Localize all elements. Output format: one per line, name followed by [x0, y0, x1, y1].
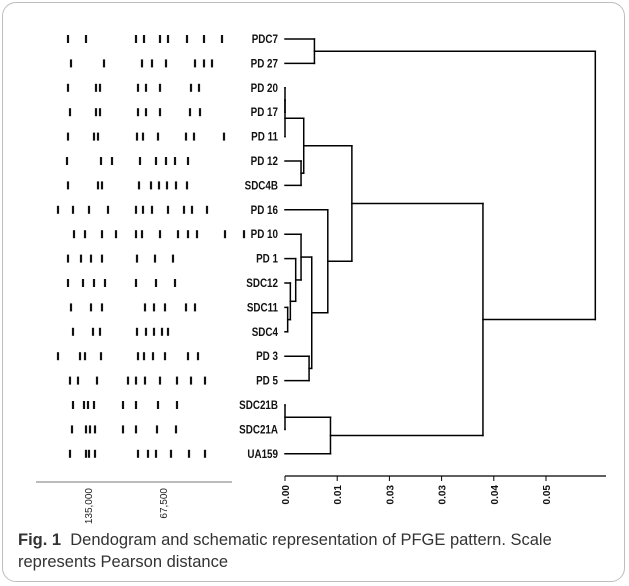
- distance-axis: 0.00 0.01 0.03 0.03 0.04 0.05: [281, 475, 606, 505]
- leaf-label: UA159: [247, 448, 278, 461]
- axis-tick-label: 0.01: [333, 485, 344, 505]
- axis-tick-label: 0.05: [542, 485, 553, 505]
- leaf-label: PD 1: [256, 253, 278, 266]
- dendrogram-tree: [284, 38, 597, 455]
- leaf-label: SDC4: [252, 326, 279, 339]
- caption-text: Dendogram and schematic representation o…: [18, 531, 552, 571]
- leaf-label: PD 16: [251, 204, 278, 217]
- pfge-scale-label: 135,000: [84, 488, 95, 525]
- leaf-label: PDC7: [252, 33, 278, 46]
- leaf-label: PD 11: [251, 131, 278, 144]
- axis-tick-label: 0.03: [438, 485, 449, 505]
- leaf-label: PD 10: [251, 228, 278, 241]
- pfge-scale-label: 67,500: [159, 488, 170, 519]
- leaf-label: SDC12: [246, 277, 278, 290]
- leaf-label: SDC21B: [239, 399, 278, 412]
- axis-tick-label: 0.03: [385, 485, 396, 505]
- leaf-labels: PDC7 PD 27 PD 20 PD 17 PD 11 PD 12 SDC4B PD 16 P…: [239, 33, 279, 461]
- figure-caption: Fig. 1 Dendogram and schematic represent…: [18, 529, 618, 573]
- leaf-label: SDC21A: [239, 424, 278, 437]
- leaf-label: PD 12: [251, 155, 278, 168]
- leaf-label: SDC11: [247, 302, 278, 315]
- leaf-label: SDC4B: [245, 180, 278, 193]
- pfge-pattern-panel: 135,000 67,500: [36, 35, 246, 525]
- axis-tick-label: 0.04: [490, 485, 501, 505]
- leaf-label: PD 5: [256, 375, 278, 388]
- leaf-label: PD 3: [256, 350, 278, 363]
- axis-tick-label: 0.00: [281, 485, 292, 505]
- figure-label: Fig. 1: [18, 531, 62, 549]
- leaf-label: PD 20: [251, 82, 278, 95]
- leaf-label: PD 27: [251, 58, 278, 71]
- leaf-label: PD 17: [251, 106, 278, 119]
